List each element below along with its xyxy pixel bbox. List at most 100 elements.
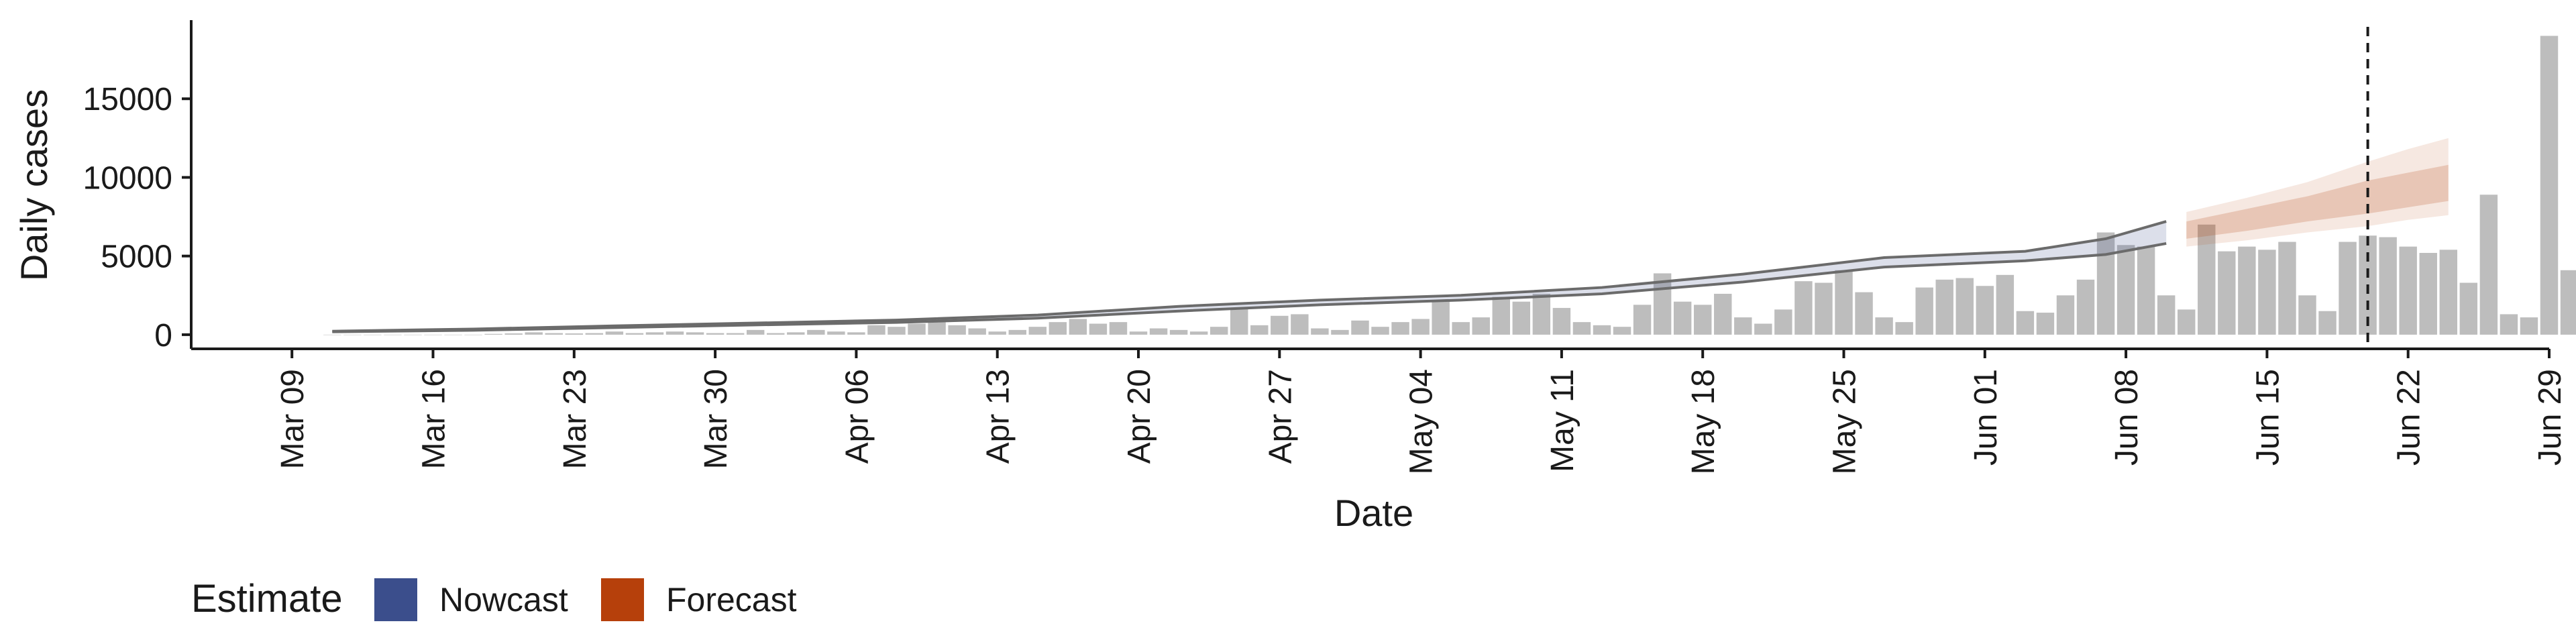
bar: [1996, 274, 2015, 335]
x-tick-label: Apr 27: [1263, 369, 1298, 464]
x-tick-label: Jun 08: [2109, 369, 2145, 466]
bar: [2218, 251, 2236, 335]
bar: [2278, 241, 2296, 335]
bar: [1049, 322, 1067, 335]
bar: [1250, 325, 1269, 335]
bar: [1532, 293, 1551, 335]
bar: [2379, 237, 2397, 335]
bar: [1572, 322, 1591, 335]
bar: [2318, 311, 2337, 335]
bar: [484, 333, 502, 335]
bar: [1714, 293, 1732, 335]
bar: [2500, 314, 2518, 335]
bar: [2238, 246, 2256, 335]
bar: [2520, 317, 2538, 335]
x-tick-label: Jun 15: [2250, 369, 2286, 466]
bar: [1452, 322, 1470, 335]
x-tick-label: May 18: [1686, 369, 1721, 474]
y-tick-label: 0: [154, 318, 172, 354]
bar: [1673, 301, 1692, 335]
x-tick-label: Jun 29: [2532, 369, 2568, 466]
x-tick-label: Mar 16: [417, 369, 452, 469]
bar: [2056, 295, 2075, 335]
bar: [1955, 278, 1974, 335]
bar: [1794, 281, 1813, 335]
x-axis-ticks: Mar 09 Mar 16 Mar 23 Mar 30 Apr 06 Apr 13 Apr …: [275, 349, 2568, 474]
x-tick-label: May 25: [1827, 369, 1863, 474]
x-tick-label: May 11: [1545, 369, 1580, 472]
bar: [625, 333, 644, 335]
bar: [1311, 328, 1329, 335]
bar: [2016, 311, 2035, 335]
bar: [504, 333, 523, 335]
bar: [1109, 322, 1128, 335]
bar: [2198, 224, 2216, 335]
bar: [2540, 36, 2559, 335]
x-tick-label: Mar 23: [557, 369, 593, 469]
bar: [2096, 232, 2115, 335]
legend-label-nowcast: Nowcast: [439, 581, 568, 619]
bar: [545, 333, 563, 335]
bar: [1734, 317, 1752, 335]
bar: [1189, 331, 1208, 335]
bar: [2560, 270, 2576, 335]
y-tick-label: 5000: [101, 239, 172, 275]
bar: [1129, 331, 1148, 335]
legend: Estimate Nowcast Forecast: [191, 577, 797, 621]
x-tick-label: Jun 01: [1968, 369, 2004, 466]
bar: [1210, 327, 1228, 335]
bar: [948, 325, 966, 335]
bar: [1552, 308, 1571, 335]
bar: [2137, 246, 2155, 335]
bar: [1028, 327, 1047, 335]
legend-swatch-nowcast: [374, 578, 417, 621]
bar: [1976, 286, 1994, 335]
bar: [665, 331, 684, 335]
bar: [867, 325, 885, 335]
bar: [1835, 270, 1853, 335]
bar: [605, 331, 624, 335]
bar: [807, 329, 825, 335]
bar: [726, 333, 745, 335]
bar-series: [323, 36, 2576, 335]
bar: [767, 333, 785, 335]
bar: [1331, 329, 1349, 335]
legend-label-forecast: Forecast: [666, 581, 797, 619]
bar: [1391, 322, 1409, 335]
bar: [1935, 279, 1953, 335]
bar: [1512, 301, 1531, 335]
forecast-series: [2186, 138, 2449, 247]
forecast-inner-band: [2186, 164, 2449, 239]
bar: [888, 327, 906, 335]
bar: [1230, 308, 1248, 335]
bar: [1291, 314, 1309, 335]
bar: [2479, 195, 2498, 335]
bar: [2036, 313, 2055, 335]
bar: [1815, 282, 1833, 335]
bar: [787, 332, 805, 335]
bar: [525, 332, 543, 335]
bar: [1089, 323, 1108, 335]
y-tick-label: 15000: [83, 82, 172, 117]
plot-area: [323, 27, 2576, 349]
bar: [1895, 322, 1913, 335]
bar: [968, 328, 986, 335]
bar: [2258, 250, 2276, 335]
bar: [1693, 305, 1712, 335]
bar: [1633, 305, 1652, 335]
bar: [2339, 241, 2357, 335]
bar: [908, 323, 926, 335]
nowcast-upper-line: [332, 220, 2167, 333]
legend-swatch-forecast: [601, 578, 644, 621]
bar: [2076, 279, 2095, 335]
x-tick-label: May 04: [1404, 369, 1440, 474]
bar: [1149, 328, 1168, 335]
nowcast-interval-band: [332, 221, 2167, 332]
bar: [2399, 246, 2417, 335]
nowcast-lower-line: [332, 241, 2167, 333]
bar: [1875, 317, 1893, 335]
x-tick-label: Apr 20: [1122, 369, 1157, 464]
bar: [1371, 327, 1389, 335]
legend-title: Estimate: [191, 577, 343, 621]
